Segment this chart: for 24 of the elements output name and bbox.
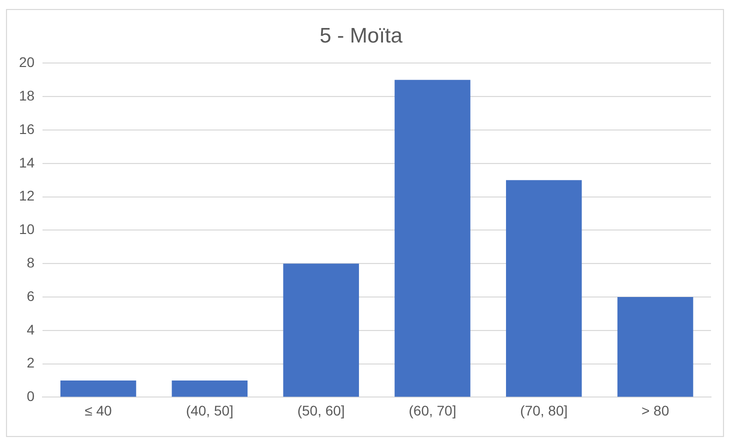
y-tick-label: 6: [26, 288, 35, 304]
x-tick-label: (60, 70]: [408, 402, 456, 418]
bar: [617, 297, 694, 397]
y-tick-label: 10: [18, 221, 35, 238]
y-tick-label: 2: [26, 354, 35, 371]
bar: [172, 380, 248, 397]
bar: [283, 264, 359, 397]
y-tick-label: 8: [26, 254, 35, 270]
bar: [506, 180, 582, 397]
y-tick-label: 4: [26, 321, 35, 338]
bar: [60, 380, 136, 397]
y-tick-label: 16: [18, 120, 35, 137]
x-tick-label: > 80: [641, 402, 670, 418]
y-tick-label: 20: [18, 54, 35, 70]
y-tick-label: 12: [18, 188, 35, 204]
y-tick-label: 0: [26, 388, 35, 404]
x-tick-label: ≤ 40: [84, 402, 112, 418]
x-tick-label: (40, 50]: [186, 402, 234, 418]
x-tick-label: (50, 60]: [297, 402, 345, 418]
y-tick-label: 18: [18, 87, 35, 104]
chart-title: 5 - Moïta: [320, 24, 403, 48]
x-tick-label: (70, 80]: [520, 402, 568, 418]
bar: [394, 80, 470, 397]
y-tick-label: 14: [18, 154, 35, 170]
